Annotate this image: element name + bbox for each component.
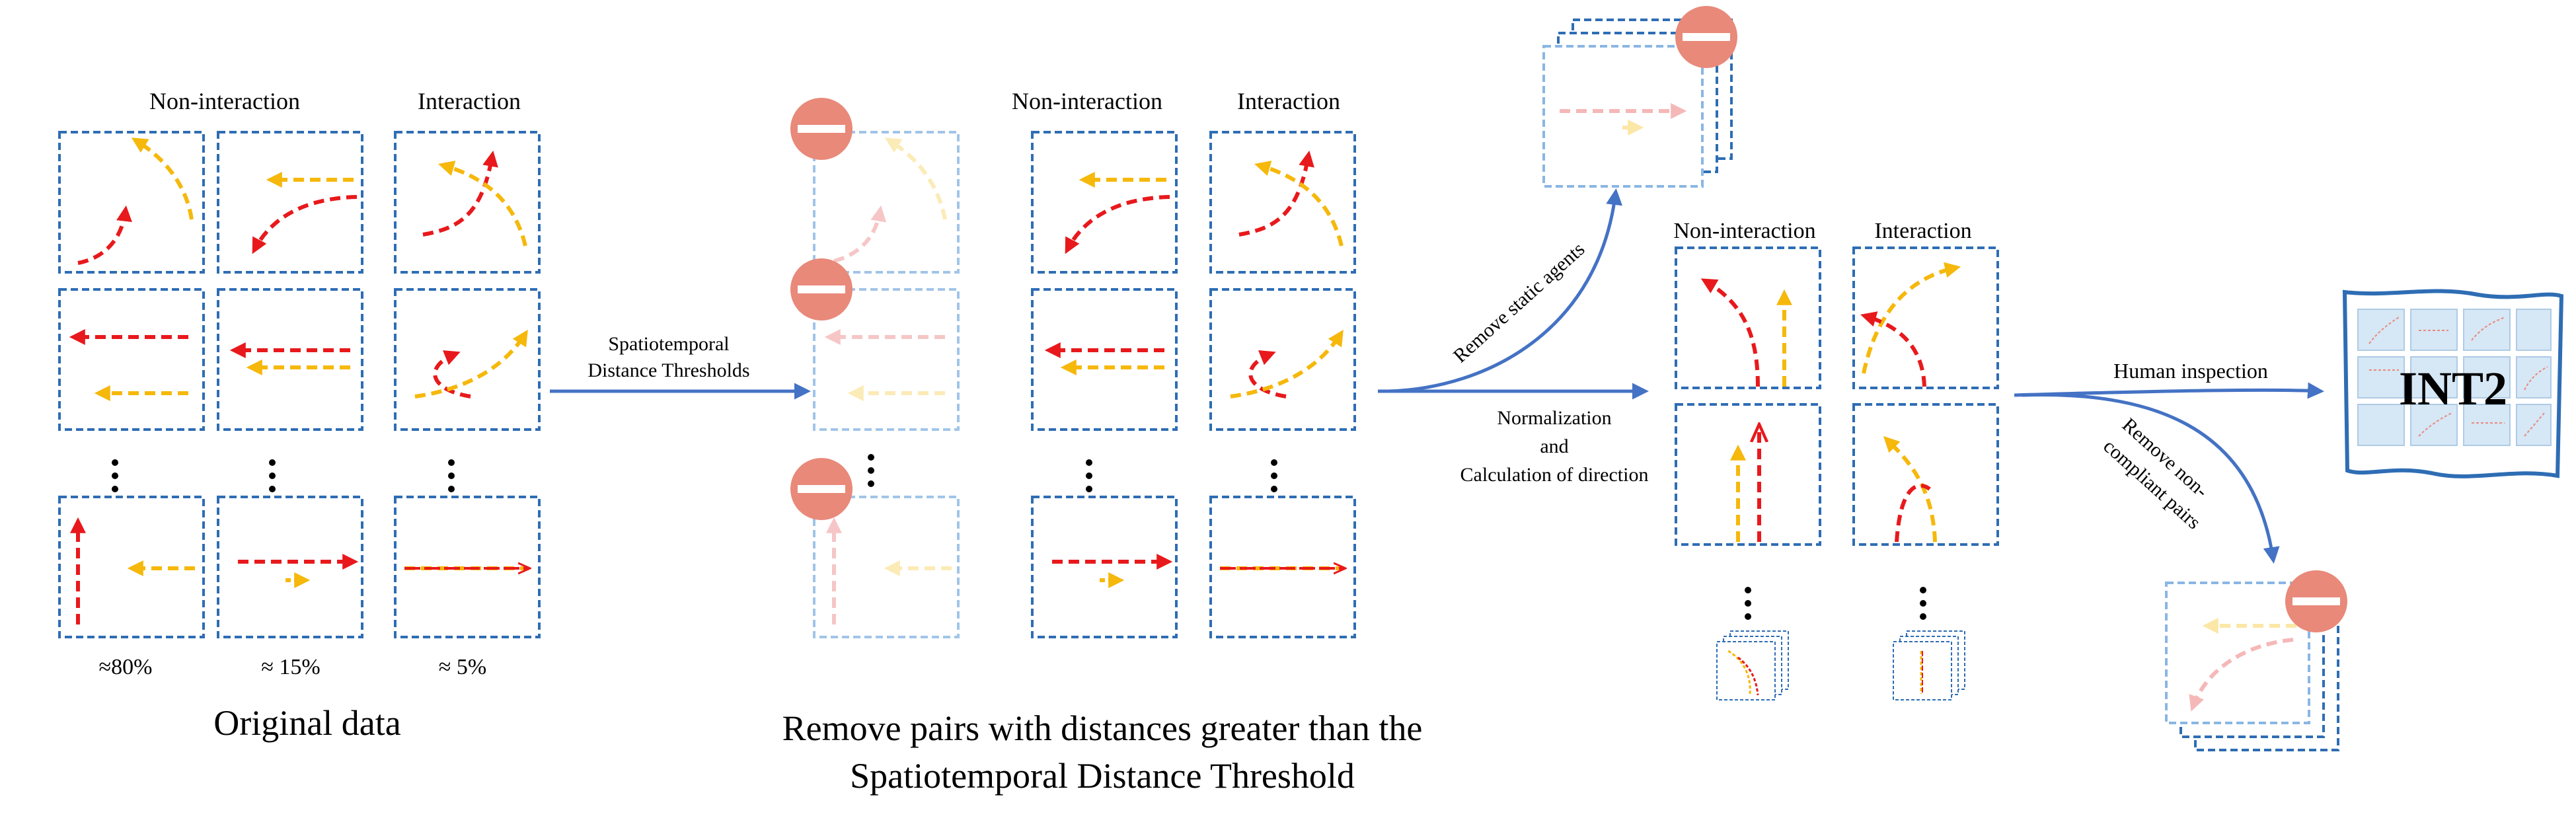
minus-circle-icon [1675, 6, 1737, 68]
stage1-pct-non-interaction-2: ≈ 15% [261, 655, 320, 679]
dots-icon [1745, 587, 1926, 620]
panel [58, 288, 205, 431]
stage1-col-interaction: Interaction [418, 88, 521, 114]
stage1-col-non-interaction: Non-interaction [149, 88, 300, 114]
yellow-trajectory [414, 329, 528, 398]
mini-stack [1893, 630, 1965, 700]
panel [58, 496, 205, 638]
panel [1209, 288, 1356, 431]
panel [1031, 131, 1178, 274]
stage3-col-interaction: Interaction [1874, 219, 1971, 243]
panel [1852, 403, 1999, 546]
mini-stack [1716, 630, 1789, 700]
panel [1675, 246, 1821, 389]
panel-removed [813, 288, 960, 431]
arrow-normalization: Remove static agents Normalization and C… [1378, 188, 1649, 486]
yellow-trajectory [131, 137, 194, 220]
removed-noncompliant-stack [2165, 570, 2347, 751]
arrow2-label-line2: and [1540, 435, 1568, 457]
arrow2-label-line1: Normalization [1497, 407, 1611, 429]
red-trajectory [422, 150, 498, 237]
stage2-title-line1: Remove pairs with distances greater than… [782, 708, 1423, 748]
stage1-pct-non-interaction: ≈80% [99, 655, 153, 679]
dots-icon [868, 454, 874, 487]
stage1-pct-interaction: ≈ 5% [439, 655, 486, 679]
panel [58, 131, 205, 274]
panel-removed [813, 131, 960, 274]
dots-icon [112, 459, 455, 492]
minus-circle-icon [790, 258, 852, 321]
int2-grid [2357, 309, 2552, 446]
red-trajectory [433, 350, 471, 398]
panel [1209, 496, 1356, 638]
stage3-col-non-interaction: Non-interaction [1673, 219, 1815, 243]
stage1-title: Original data [213, 703, 400, 743]
panel [1675, 403, 1821, 546]
panel [217, 131, 363, 274]
arrow1-label-line1: Spatiotemporal [608, 333, 729, 355]
panel-removed [813, 496, 960, 638]
arrow1-label-line2: Distance Thresholds [587, 359, 749, 381]
yellow-trajectory [438, 161, 527, 246]
arrow-spatiotemporal: Spatiotemporal Distance Thresholds [550, 333, 811, 400]
arrow2-up-label: Remove static agents [1449, 238, 1589, 367]
panel [394, 288, 541, 431]
panel [1031, 288, 1178, 431]
stage2-col-interaction: Interaction [1237, 88, 1340, 114]
dots-icon [1086, 459, 1277, 492]
stage-distance-filter: Non-interaction Interaction [782, 88, 1423, 796]
int2-dataset: INT2 [2342, 289, 2564, 478]
int2-label: INT2 [2399, 362, 2507, 415]
panel [217, 288, 363, 431]
minus-circle-icon [790, 458, 852, 520]
arrow3-label: Human inspection [2113, 359, 2268, 383]
removed-static-stack [1542, 6, 1737, 188]
panel [1852, 246, 1999, 389]
stage2-title-line2: Spatiotemporal Distance Threshold [850, 756, 1355, 796]
minus-circle-icon [2285, 570, 2347, 632]
arrow2-label-line3: Calculation of direction [1460, 464, 1649, 486]
minus-circle-icon [790, 98, 852, 160]
stage-normalized: Non-interaction Interaction [1673, 219, 1999, 700]
arrow-human-inspection: Human inspection Remove non- compliant p… [2014, 359, 2324, 564]
stage2-col-non-interaction: Non-interaction [1012, 88, 1162, 114]
panel [1209, 131, 1356, 274]
panel [394, 496, 541, 638]
panel [394, 131, 541, 274]
red-trajectory [252, 195, 358, 254]
panel [1031, 496, 1178, 638]
red-trajectory [77, 205, 132, 265]
panel [217, 496, 363, 638]
stage-original-data: Non-interaction Interaction [58, 88, 541, 743]
